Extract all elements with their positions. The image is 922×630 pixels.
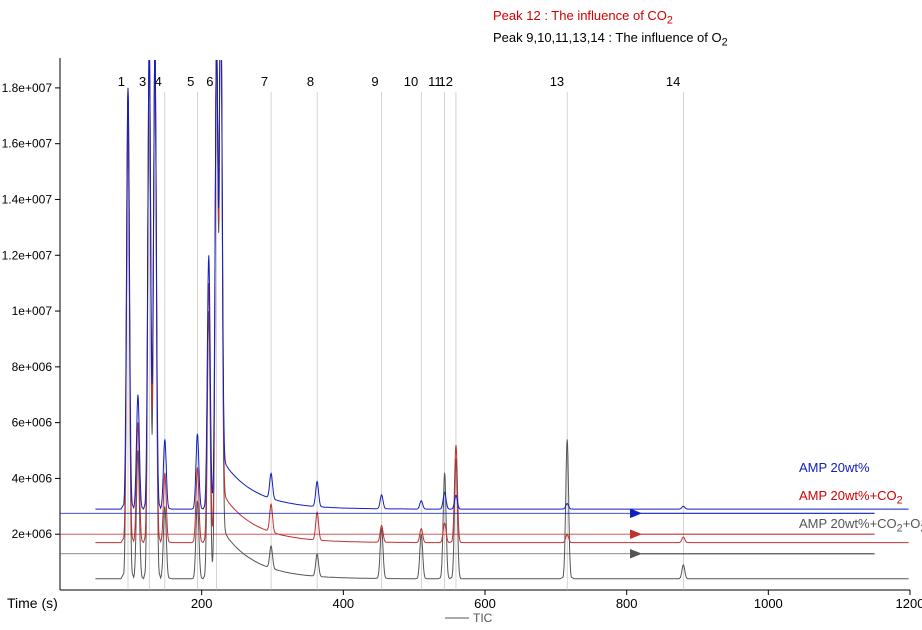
svg-text:10: 10	[404, 74, 418, 89]
svg-text:1.8e+007: 1.8e+007	[2, 81, 53, 95]
series-label-1: AMP 20wt%+CO2	[799, 488, 903, 507]
svg-text:Time (s): Time (s)	[7, 595, 58, 611]
svg-text:9: 9	[371, 74, 378, 89]
svg-text:4e+006: 4e+006	[12, 471, 53, 485]
svg-text:3: 3	[139, 74, 146, 89]
svg-text:600: 600	[474, 596, 496, 611]
top-annotation-0: Peak 12 : The influence of CO2	[493, 8, 673, 27]
top-annotation-1: Peak 9,10,11,13,14 : The influence of O2	[493, 30, 728, 49]
svg-text:4: 4	[155, 74, 162, 89]
svg-text:200: 200	[191, 596, 213, 611]
svg-text:7: 7	[261, 74, 268, 89]
svg-text:400: 400	[332, 596, 354, 611]
svg-text:1.2e+007: 1.2e+007	[2, 248, 53, 262]
svg-text:8: 8	[307, 74, 314, 89]
svg-text:1: 1	[118, 74, 125, 89]
svg-text:1000: 1000	[754, 596, 783, 611]
svg-text:TIC: TIC	[473, 611, 493, 625]
svg-text:6e+006: 6e+006	[12, 416, 53, 430]
svg-text:800: 800	[616, 596, 638, 611]
svg-text:1e+007: 1e+007	[12, 304, 53, 318]
svg-text:1200: 1200	[896, 596, 922, 611]
series-label-2: AMP 20wt%	[799, 460, 870, 475]
svg-text:1.6e+007: 1.6e+007	[2, 137, 53, 151]
svg-text:8e+006: 8e+006	[12, 360, 53, 374]
svg-text:1.4e+007: 1.4e+007	[2, 192, 53, 206]
chromatogram-chart: 2e+006 4e+006 6e+006 8e+006 1e+007 1.2e+007 1.…	[0, 0, 922, 630]
svg-text:5: 5	[187, 74, 194, 89]
svg-text:14: 14	[666, 74, 680, 89]
svg-text:6: 6	[206, 74, 213, 89]
chart-svg: 2e+006 4e+006 6e+006 8e+006 1e+007 1.2e+007 1.…	[0, 0, 922, 630]
svg-text:12: 12	[438, 74, 452, 89]
series-label-0: AMP 20wt%+CO2+O2	[799, 516, 922, 535]
svg-text:2e+006: 2e+006	[12, 527, 53, 541]
svg-text:13: 13	[550, 74, 564, 89]
